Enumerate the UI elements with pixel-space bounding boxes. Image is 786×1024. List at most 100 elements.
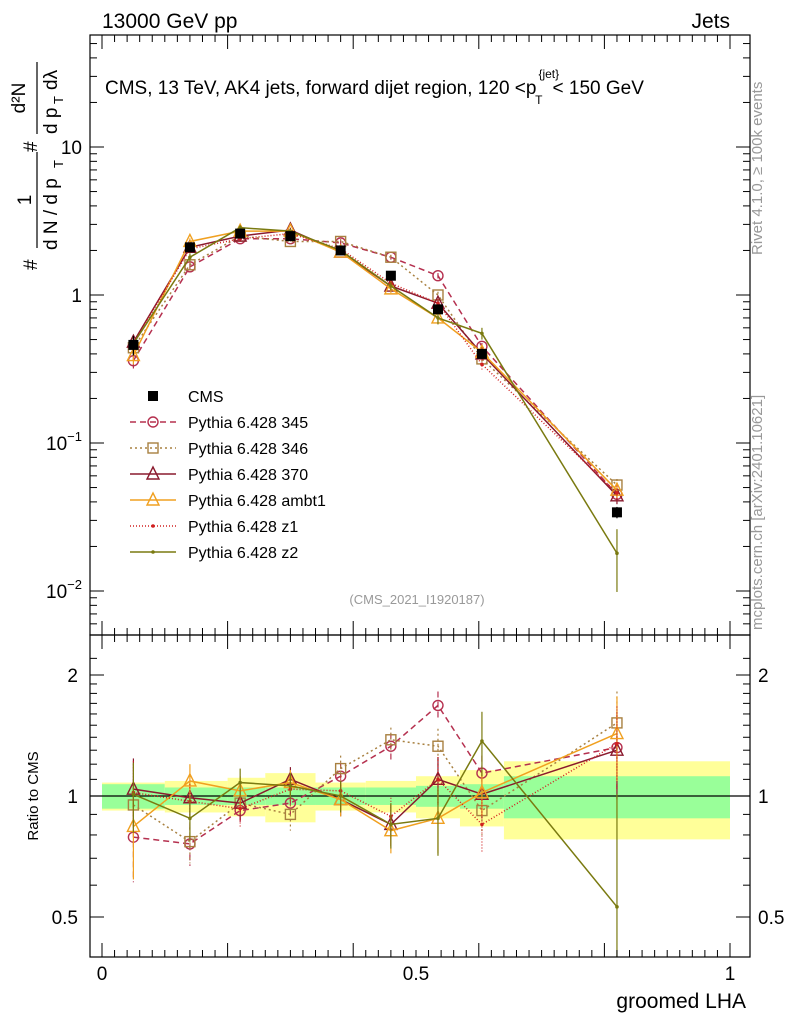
legend-marker: [147, 416, 159, 428]
x-axis-label: groomed LHA: [616, 990, 746, 1013]
ratio-plot: 0 0.5 1 0.5 0.5 1 1 2 2: [52, 634, 784, 985]
legend-label: Pythia 6.428 z1: [188, 519, 298, 536]
ratio-point: [182, 772, 198, 787]
ylabel-hash2: #: [21, 141, 42, 152]
ratio-y-label: Ratio to CMS: [25, 751, 42, 840]
ratio-series-5: [131, 711, 619, 957]
cms-data: [128, 228, 622, 519]
y-tick-label: 10−2: [46, 577, 82, 603]
series-point: [389, 284, 393, 288]
cms-point: [432, 304, 443, 315]
ratio-y-tick-label-right: 2: [758, 666, 769, 687]
y-axis-title: # 1 d N / d p T # d²N d p T dλ: [9, 62, 66, 270]
legend-item: Pythia 6.428 346: [130, 441, 308, 458]
y-tick-label: 1: [71, 286, 82, 307]
series-point: [480, 331, 484, 336]
ylabel-dndpt: d N / d p: [41, 178, 62, 250]
series-point: [436, 316, 440, 320]
series-4: [131, 231, 619, 502]
legend-item: Pythia 6.428 z1: [130, 519, 298, 536]
y-tick-label: 10−1: [46, 429, 82, 455]
legend-marker: [145, 491, 161, 506]
cms-point: [476, 348, 487, 359]
cms-point: [335, 245, 346, 256]
legend-marker: [145, 465, 161, 480]
ratio-point: [609, 724, 625, 740]
ratio-point: [188, 816, 192, 821]
legend: CMS Pythia 6.428 345 Pythia 6.428 346 Pythi…: [130, 389, 326, 562]
series-0: [127, 233, 623, 502]
legend-label: Pythia 6.428 370: [188, 467, 308, 484]
ylabel-one: 1: [15, 195, 36, 206]
ratio-y-tick-label: 2: [67, 666, 78, 687]
series-point: [385, 251, 397, 263]
ratio-point: [432, 699, 444, 712]
ratio-point: [474, 783, 490, 799]
plot-title-suffix: < 150 GeV: [553, 78, 645, 99]
ratio-y-tick-label-right: 0.5: [758, 908, 784, 929]
rivet-label: Rivet 4.1.0, ≥ 100k events: [749, 82, 766, 255]
legend-marker: [147, 442, 159, 454]
ratio-point: [389, 822, 393, 827]
ratio-point: [238, 806, 242, 811]
ratio-point: [615, 905, 619, 909]
x-tick-label: 1: [725, 964, 736, 985]
legend-item: Pythia 6.428 z2: [130, 545, 298, 562]
ratio-point: [480, 822, 484, 827]
ylabel-t2: T: [51, 96, 66, 104]
cms-point: [184, 242, 195, 253]
series-point: [615, 491, 619, 495]
legend-label: CMS: [188, 389, 224, 406]
ylabel-d2n: d²N: [9, 83, 30, 114]
series-point: [432, 270, 444, 282]
header-right: Jets: [691, 10, 730, 33]
plot-title-sub: T: [535, 93, 543, 107]
ratio-point: [238, 780, 242, 785]
x-tick-label: 0: [97, 964, 108, 985]
cms-point: [285, 231, 296, 242]
legend-marker: [151, 524, 155, 528]
series-point: [480, 362, 484, 367]
ratio-point: [432, 740, 444, 752]
ratio-y-tick-label: 1: [67, 787, 78, 808]
ratio-point: [436, 777, 440, 782]
ratio-point: [284, 808, 297, 821]
ratio-point: [385, 734, 397, 746]
ratio-point: [385, 740, 397, 752]
plot-title-prefix: CMS, 13 TeV, AK4 jets, forward dijet reg…: [105, 78, 536, 99]
ratio-line: [132, 722, 618, 843]
ratio-point: [480, 739, 484, 743]
ratio-y-tick-label: 0.5: [52, 908, 78, 929]
legend-item: Pythia 6.428 370: [130, 465, 308, 484]
ylabel-dlambda: dλ: [41, 69, 62, 90]
ratio-point: [131, 792, 136, 797]
ratio-point: [288, 784, 293, 788]
series-2: [126, 221, 625, 505]
cms-point: [128, 339, 139, 350]
series-point: [188, 255, 192, 260]
mcplots-label: mcplots.cern.ch [arXiv:2401.10621]: [749, 395, 766, 630]
ratio-point: [436, 816, 440, 821]
series-point: [615, 551, 619, 556]
cms-point: [235, 228, 246, 239]
ratio-point: [334, 762, 347, 775]
legend-label: Pythia 6.428 z2: [188, 545, 298, 562]
cms-point: [385, 270, 396, 281]
ratio-point: [615, 741, 619, 746]
watermark: (CMS_2021_I1920187): [349, 592, 484, 607]
cms-point: [611, 507, 622, 518]
main-plot: 10−2 10−1 1 10: [46, 34, 751, 636]
ylabel-t1: T: [51, 160, 66, 168]
series-5: [131, 225, 619, 592]
ylabel-hash1: #: [21, 259, 42, 270]
legend-item: Pythia 6.428 345: [130, 415, 308, 432]
series-point: [238, 225, 242, 230]
legend-item: CMS: [148, 389, 224, 406]
ylabel-dpt: d p: [41, 108, 62, 134]
ratio-point: [338, 794, 343, 798]
ratio-y-tick-label-right: 1: [758, 787, 769, 808]
legend-marker: [151, 550, 155, 554]
legend-label: Pythia 6.428 345: [188, 415, 308, 432]
y-tick-label: 10: [61, 138, 82, 159]
series-point: [126, 346, 141, 362]
